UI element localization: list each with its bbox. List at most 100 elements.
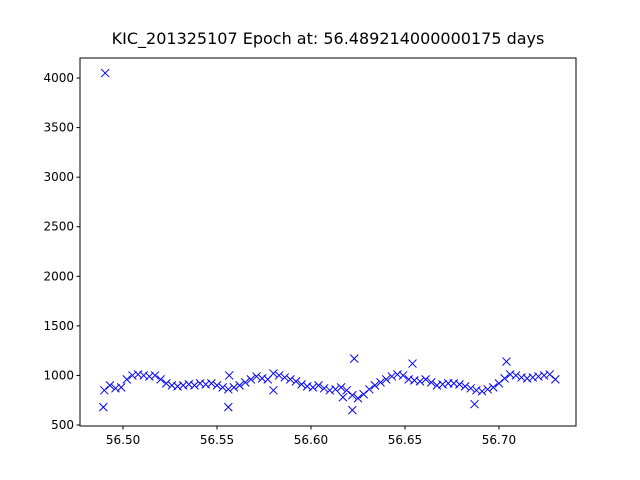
x-tick-label: 56.60 xyxy=(294,433,328,447)
point xyxy=(280,373,290,382)
marker-stroke xyxy=(314,380,323,390)
marker-stroke xyxy=(483,384,493,394)
marker-stroke xyxy=(415,377,425,386)
point xyxy=(246,375,256,384)
marker-stroke xyxy=(455,380,464,389)
marker-stroke xyxy=(364,384,374,394)
marker-stroke xyxy=(488,382,498,392)
marker-stroke xyxy=(477,386,487,396)
point xyxy=(190,380,199,390)
marker-stroke xyxy=(539,371,549,380)
marker-stroke xyxy=(98,402,108,412)
marker-stroke xyxy=(224,371,234,380)
point xyxy=(398,371,408,380)
point xyxy=(274,371,284,380)
point xyxy=(105,380,115,390)
point xyxy=(319,383,329,393)
point xyxy=(150,371,160,380)
point xyxy=(116,382,126,392)
marker-stroke xyxy=(466,383,476,393)
point xyxy=(347,405,357,415)
marker-stroke xyxy=(353,393,363,403)
marker-stroke xyxy=(144,372,154,381)
point xyxy=(240,378,250,387)
marker-stroke xyxy=(408,359,417,368)
marker-stroke xyxy=(381,375,391,384)
point xyxy=(426,378,436,387)
marker-stroke xyxy=(342,385,352,395)
point xyxy=(207,379,216,388)
point xyxy=(224,371,234,380)
marker-stroke xyxy=(285,375,295,384)
marker-stroke xyxy=(338,392,348,402)
x-tick-label: 56.50 xyxy=(106,433,140,447)
marker-stroke xyxy=(291,377,301,386)
point xyxy=(455,380,464,389)
marker-stroke xyxy=(297,380,306,389)
marker-stroke xyxy=(370,380,380,390)
point xyxy=(235,380,244,390)
point xyxy=(376,378,385,387)
marker-stroke xyxy=(111,383,120,393)
point xyxy=(488,382,498,392)
y-tick-label: 3500 xyxy=(43,121,74,135)
marker-stroke xyxy=(470,399,479,409)
point xyxy=(252,372,261,381)
plot-frame xyxy=(79,57,577,427)
marker-stroke xyxy=(269,385,278,395)
point xyxy=(370,380,380,390)
point xyxy=(122,375,132,384)
marker-stroke xyxy=(308,382,318,392)
point xyxy=(223,384,233,394)
chart-title: KIC_201325107 Epoch at: 56.4892140000001… xyxy=(112,29,545,49)
marker-stroke xyxy=(387,372,397,381)
marker-stroke xyxy=(438,380,447,389)
point xyxy=(331,384,340,394)
marker-stroke xyxy=(522,374,532,383)
marker-stroke xyxy=(128,371,137,380)
point xyxy=(338,392,348,402)
point xyxy=(156,375,165,384)
marker-stroke xyxy=(550,375,560,384)
point xyxy=(408,359,417,368)
marker-stroke xyxy=(325,385,335,395)
point xyxy=(477,386,487,396)
point xyxy=(269,369,278,378)
point xyxy=(364,384,374,394)
point xyxy=(500,374,509,383)
x-tick-label: 56.70 xyxy=(482,433,516,447)
marker-stroke xyxy=(376,378,385,387)
point xyxy=(353,393,363,403)
marker-stroke xyxy=(269,369,278,378)
point xyxy=(314,380,323,390)
marker-stroke xyxy=(201,380,211,389)
point xyxy=(212,380,222,390)
marker-stroke xyxy=(502,357,511,366)
marker-stroke xyxy=(421,375,430,384)
point xyxy=(381,375,391,384)
point xyxy=(421,375,430,384)
marker-stroke xyxy=(223,402,233,412)
point xyxy=(161,379,171,388)
marker-stroke xyxy=(122,375,132,384)
point xyxy=(347,390,357,400)
y-tick-label: 3000 xyxy=(43,170,74,184)
y-tick-label: 1000 xyxy=(43,368,74,382)
marker-stroke xyxy=(347,390,357,400)
point xyxy=(229,382,239,392)
marker-stroke xyxy=(280,373,290,382)
marker-stroke xyxy=(207,379,216,388)
point xyxy=(218,382,228,392)
marker-stroke xyxy=(274,371,284,380)
y-tick-label: 500 xyxy=(51,418,74,432)
point xyxy=(98,402,108,412)
point xyxy=(466,383,476,393)
marker-stroke xyxy=(116,382,126,392)
marker-stroke xyxy=(150,371,160,380)
point xyxy=(269,385,278,395)
marker-stroke xyxy=(511,371,521,380)
marker-stroke xyxy=(223,384,233,394)
point xyxy=(223,402,233,412)
point xyxy=(387,372,397,381)
marker-stroke xyxy=(218,382,228,392)
